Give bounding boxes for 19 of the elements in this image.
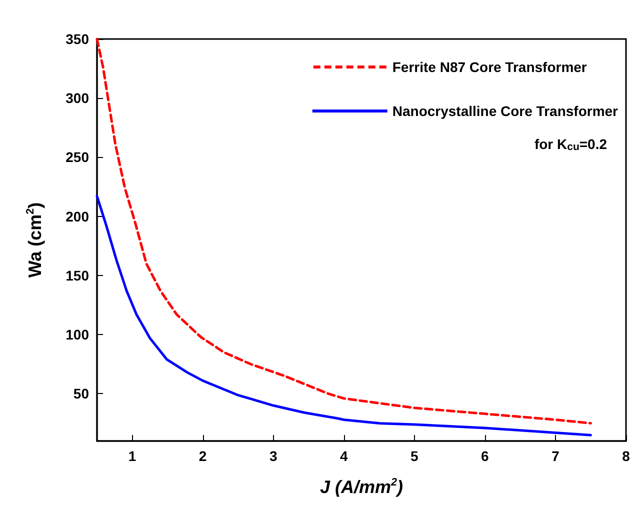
y-tick-label: 200 xyxy=(66,208,90,224)
x-tick-label: 5 xyxy=(410,448,418,464)
x-tick-label: 8 xyxy=(622,448,630,464)
y-tick-label: 250 xyxy=(66,149,90,166)
y-tick-label: 300 xyxy=(66,90,90,106)
y-axis-title: Wa (cm2) xyxy=(24,202,45,278)
y-tick-label: 100 xyxy=(66,326,90,343)
y-tick-label: 150 xyxy=(66,267,90,284)
line-series xyxy=(96,195,592,436)
x-tick-label: 4 xyxy=(340,448,348,464)
y-tick-label: 350 xyxy=(66,31,90,47)
legend-label: Nanocrystalline Core Transformer xyxy=(392,103,619,119)
x-tick-label: 6 xyxy=(481,448,490,464)
x-tick-label: 2 xyxy=(198,448,207,464)
x-tick-label: 1 xyxy=(128,448,136,464)
legend-label: Ferrite N87 Core Transformer xyxy=(392,59,588,75)
y-tick-label: 50 xyxy=(73,386,90,402)
x-tick-label: 7 xyxy=(552,448,560,464)
x-tick-label: 3 xyxy=(269,448,278,464)
